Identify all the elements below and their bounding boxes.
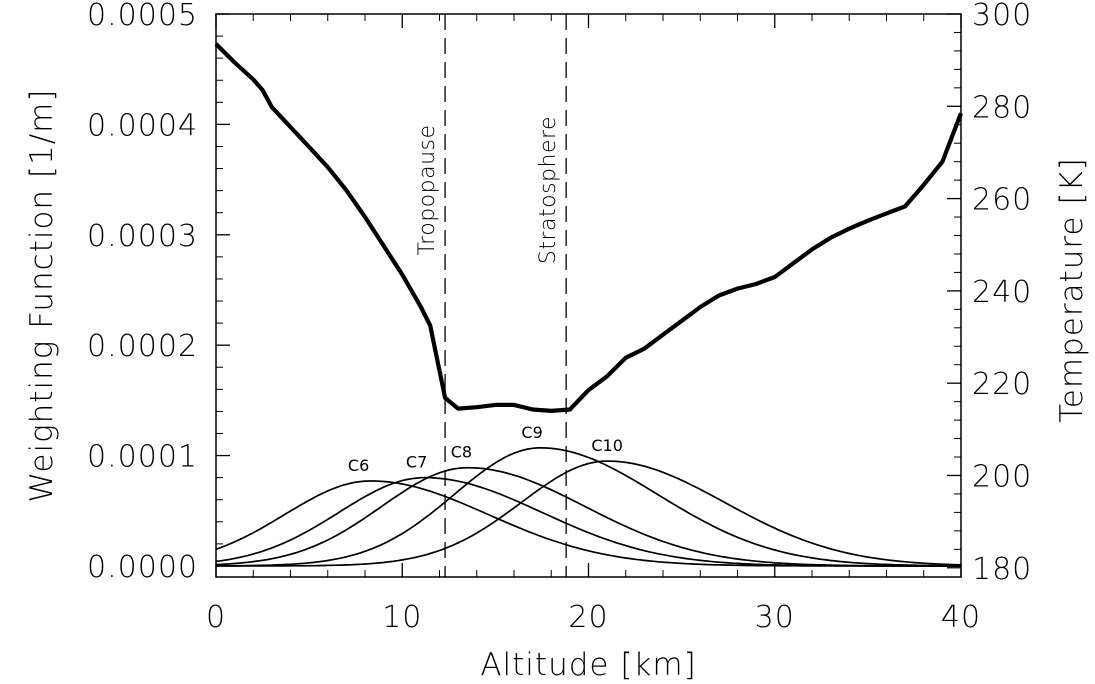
annotation-label: Tropopause bbox=[415, 124, 440, 255]
y-right-tick-label: 300 bbox=[972, 0, 1032, 33]
weighting-curve-label: C6 bbox=[348, 456, 369, 475]
y-left-tick-label: 0.0003 bbox=[87, 219, 198, 254]
annotation-label: Stratosphere bbox=[536, 116, 561, 264]
temperature-profile bbox=[214, 42, 963, 413]
labels-layer: 0 10 20 30 40 0.0000 0.0001 0.0002 0.0003 0.0004 0… bbox=[24, 0, 1090, 683]
axes-layer bbox=[215, 13, 962, 578]
x-tick-label: 40 bbox=[941, 600, 981, 635]
y-left-tick-label: 0.0000 bbox=[87, 550, 198, 585]
x-tick-label: 10 bbox=[382, 600, 422, 635]
weighting-curve-label: C7 bbox=[406, 453, 427, 472]
annotation-lines bbox=[444, 14, 567, 577]
y-left-tick-label: 0.0004 bbox=[87, 108, 198, 143]
x-tick-label: 30 bbox=[755, 600, 795, 635]
x-axis-label: Altitude [km] bbox=[480, 647, 696, 683]
plot-frame bbox=[215, 13, 962, 578]
y-right-tick-label: 220 bbox=[972, 367, 1032, 402]
x-tick-label: 0 bbox=[206, 600, 226, 635]
y-right-tick-label: 260 bbox=[972, 183, 1032, 218]
y-right-tick-label: 200 bbox=[972, 459, 1032, 494]
x-tick-label: 20 bbox=[568, 600, 608, 635]
weighting-curve-label: C9 bbox=[521, 423, 542, 442]
weighting-curve-label: C8 bbox=[451, 443, 472, 462]
weighting-curve-label: C10 bbox=[591, 436, 623, 455]
y-right-tick-label: 240 bbox=[972, 275, 1032, 310]
curves-layer bbox=[214, 42, 963, 567]
weighting-curve-c9 bbox=[215, 447, 962, 567]
y-left-tick-label: 0.0002 bbox=[87, 329, 198, 364]
y-right-axis-label: Temperature [K] bbox=[1054, 157, 1090, 423]
weighting-curve-c10 bbox=[216, 460, 962, 567]
y-right-tick-label: 180 bbox=[972, 552, 1032, 587]
y-left-tick-label: 0.0005 bbox=[87, 0, 198, 33]
y-right-tick-label: 280 bbox=[972, 90, 1032, 125]
weighting-curve-c8 bbox=[215, 466, 961, 567]
y-left-axis-label: Weighting Function [1/m] bbox=[24, 89, 60, 503]
y-left-tick-label: 0.0001 bbox=[87, 440, 198, 475]
